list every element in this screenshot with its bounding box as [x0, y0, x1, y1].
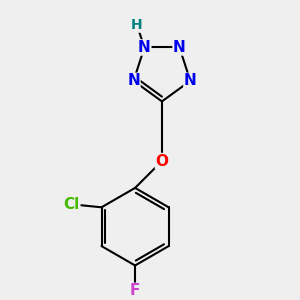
Text: H: H [131, 18, 143, 32]
Text: N: N [173, 40, 186, 55]
Text: Cl: Cl [64, 197, 80, 212]
Text: F: F [130, 283, 140, 298]
Text: N: N [138, 40, 151, 55]
Text: N: N [127, 73, 140, 88]
Text: O: O [155, 154, 168, 169]
Text: N: N [184, 73, 197, 88]
